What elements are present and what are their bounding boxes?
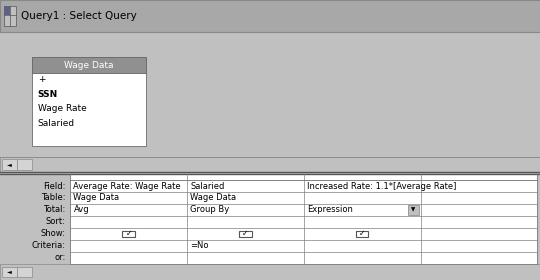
FancyBboxPatch shape — [17, 159, 32, 170]
FancyBboxPatch shape — [70, 174, 537, 180]
Text: Group By: Group By — [190, 206, 230, 214]
Text: Increased Rate: 1.1*[Average Rate]: Increased Rate: 1.1*[Average Rate] — [307, 181, 456, 190]
Text: Expression: Expression — [307, 206, 353, 214]
FancyBboxPatch shape — [0, 264, 540, 280]
FancyBboxPatch shape — [70, 180, 537, 264]
Text: Wage Data: Wage Data — [64, 60, 114, 70]
FancyBboxPatch shape — [32, 73, 146, 146]
Text: SSN: SSN — [38, 90, 58, 99]
Text: ▼: ▼ — [411, 207, 416, 213]
Text: ◄: ◄ — [7, 269, 11, 274]
FancyBboxPatch shape — [4, 6, 10, 15]
Text: Field:: Field: — [43, 181, 65, 190]
FancyBboxPatch shape — [0, 180, 70, 264]
Text: Wage Rate: Wage Rate — [38, 104, 86, 113]
Text: Wage Data: Wage Data — [190, 193, 237, 202]
FancyBboxPatch shape — [32, 57, 146, 73]
Text: ✓: ✓ — [359, 229, 366, 238]
Text: or:: or: — [54, 253, 65, 262]
Text: Salaried: Salaried — [190, 181, 225, 190]
FancyBboxPatch shape — [2, 267, 17, 277]
FancyBboxPatch shape — [2, 159, 17, 170]
Text: ✓: ✓ — [125, 229, 132, 238]
FancyBboxPatch shape — [239, 230, 252, 237]
Text: ◄: ◄ — [7, 162, 11, 167]
Text: Average Rate: Wage Rate: Average Rate: Wage Rate — [73, 181, 181, 190]
FancyBboxPatch shape — [17, 267, 32, 277]
FancyBboxPatch shape — [0, 157, 540, 172]
Text: Total:: Total: — [43, 206, 65, 214]
FancyBboxPatch shape — [122, 230, 135, 237]
Text: ✓: ✓ — [242, 229, 248, 238]
FancyBboxPatch shape — [4, 6, 16, 26]
FancyBboxPatch shape — [0, 175, 540, 280]
Text: Criteria:: Criteria: — [31, 241, 65, 250]
Text: Table:: Table: — [41, 193, 65, 202]
FancyBboxPatch shape — [408, 205, 420, 215]
Text: Salaried: Salaried — [38, 119, 75, 128]
Text: Query1 : Select Query: Query1 : Select Query — [21, 11, 136, 21]
FancyBboxPatch shape — [0, 0, 540, 32]
Text: Wage Data: Wage Data — [73, 193, 119, 202]
Text: Avg: Avg — [73, 206, 89, 214]
Text: Sort:: Sort: — [45, 217, 65, 227]
Text: Show:: Show: — [40, 229, 65, 238]
Text: =No: =No — [190, 241, 209, 250]
FancyBboxPatch shape — [0, 32, 540, 157]
Text: +: + — [38, 75, 45, 84]
FancyBboxPatch shape — [356, 230, 368, 237]
